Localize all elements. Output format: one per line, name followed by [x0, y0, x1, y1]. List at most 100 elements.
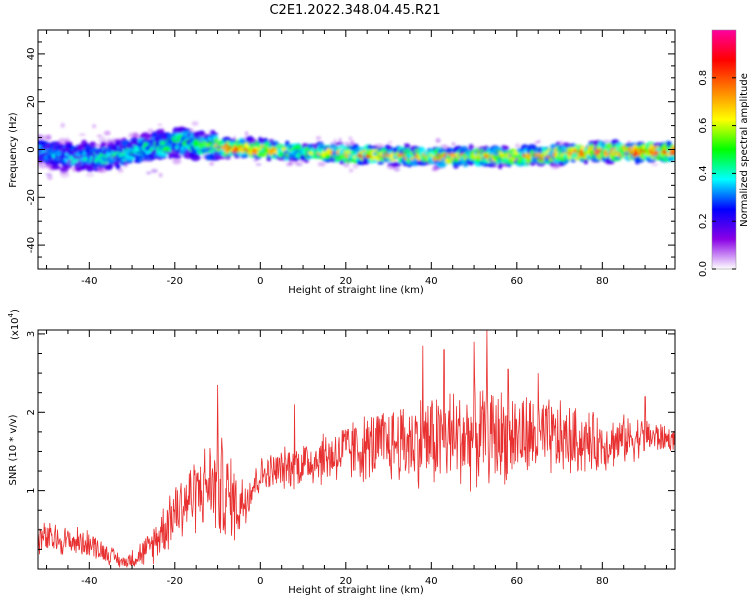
spectral-speckle [338, 138, 342, 142]
spectral-speckle [315, 136, 322, 141]
spectral-blob [221, 137, 231, 141]
spectral-speckle [393, 167, 401, 172]
spectral-speckle [208, 139, 213, 143]
y-tick-label: 0 [26, 146, 37, 152]
x-tick-label: 40 [425, 276, 438, 287]
spectral-speckle [213, 146, 221, 150]
spectral-ridge [38, 121, 675, 180]
spectral-speckle [468, 145, 476, 150]
y-tick-label: 20 [26, 95, 37, 108]
spectral-speckle [245, 131, 249, 136]
spectral-speckle [293, 161, 299, 165]
x-tick-label: 60 [510, 276, 523, 287]
x-tick-label: 60 [510, 576, 523, 587]
spectral-speckle [191, 121, 199, 126]
colorbar-label: Normalized spectral amplitude [739, 73, 750, 227]
spectral-speckle [271, 141, 275, 145]
x-tick-label: 20 [339, 276, 352, 287]
spectral-speckle [475, 151, 482, 154]
spectral-blob [377, 160, 384, 165]
spectral-speckle [451, 142, 456, 147]
snr-y-axis-label: SNR (10 * v/v) [8, 414, 19, 485]
spectral-speckle [302, 145, 307, 148]
spectral-speckle [198, 139, 203, 144]
spectral-blob [115, 164, 121, 170]
spectral-speckle [532, 152, 537, 158]
spectral-blob [514, 143, 521, 149]
snr-frame [37, 329, 676, 570]
spectral-speckle [349, 140, 355, 146]
spectral-speckle [462, 163, 469, 166]
spectral-speckle [147, 128, 154, 133]
colorbar: 0.0 0.2 0.4 0.6 0.8 Normalized spectral ampl… [698, 29, 750, 277]
spectral-blob [46, 134, 52, 141]
spectral-blob [189, 128, 194, 134]
colorbar-ticks: 0.0 0.2 0.4 0.6 0.8 [698, 70, 736, 277]
spectral-speckle [60, 122, 65, 128]
spectral-speckle [534, 141, 540, 144]
spectral-speckle [534, 156, 540, 159]
spectral-speckle [250, 139, 258, 144]
spectral-blob [160, 128, 165, 132]
spectral-speckle [624, 151, 629, 157]
spectral-speckle [539, 147, 543, 153]
spectral-speckle [432, 165, 437, 169]
spectral-speckle [285, 163, 293, 167]
spectral-speckle [146, 171, 152, 175]
spectral-speckle [47, 175, 53, 180]
spectral-speckle [66, 159, 74, 164]
spectrogram-x-axis-label: Height of straight line (km) [288, 285, 424, 296]
spectral-blob [215, 155, 226, 160]
y-tick-label: 1 [26, 487, 37, 493]
x-tick-label: 0 [257, 576, 263, 587]
colorbar-tick-label: 0.2 [698, 213, 709, 229]
spectral-speckle [560, 149, 568, 152]
spectral-speckle [157, 123, 163, 127]
spectral-speckle [382, 151, 390, 156]
spectral-blob [335, 142, 344, 146]
spectral-speckle [330, 156, 337, 162]
spectral-speckle [104, 130, 111, 136]
spectral-blob [85, 172, 95, 177]
spectral-speckle [348, 136, 353, 140]
x-tick-label: -40 [81, 276, 97, 287]
spectral-speckle [209, 162, 215, 166]
x-tick-label: 80 [596, 276, 609, 287]
spectral-speckle [537, 157, 544, 161]
snr-series-line [38, 330, 675, 568]
spectral-speckle [79, 133, 86, 136]
spectral-speckle [50, 166, 57, 169]
x-tick-label: 0 [257, 276, 263, 287]
spectral-blob [669, 152, 675, 156]
spectral-speckle [375, 147, 382, 150]
spectral-speckle [547, 154, 552, 160]
y-tick-label: -20 [26, 189, 37, 205]
spectral-speckle [255, 163, 262, 166]
spectral-speckle [175, 153, 181, 157]
spectral-blob [439, 144, 449, 151]
y-tick-label: -40 [26, 237, 37, 253]
spectral-speckle [358, 153, 362, 159]
chart-title: C2E1.2022.348.04.45.R21 [269, 3, 440, 18]
spectral-blob [502, 146, 510, 151]
spectral-speckle [498, 164, 503, 168]
spectral-blob [492, 163, 497, 168]
spectral-speckle [107, 138, 111, 142]
snr-scale-factor: (x104) [7, 309, 21, 340]
spectral-speckle [117, 168, 124, 173]
spectral-speckle [639, 141, 646, 144]
x-tick-label: -20 [167, 576, 183, 587]
spectral-speckle [310, 146, 318, 150]
spectral-speckle [435, 153, 440, 157]
snr-panel: -40 -20 0 20 40 60 80 1 2 3 Height of straight li… [7, 309, 676, 596]
spectral-speckle [651, 163, 659, 166]
spectral-blob [106, 163, 114, 170]
spectral-blob [60, 171, 70, 178]
colorbar-tick-label: 0.8 [698, 70, 709, 86]
spectral-blob [89, 141, 96, 146]
x-tick-label: -40 [81, 576, 97, 587]
spectral-speckle [401, 151, 407, 155]
spectrogram-ticks: -40 -20 0 20 40 60 80 -40 -20 0 20 40 [26, 29, 675, 287]
colorbar-tick-label: 0.4 [698, 165, 709, 181]
spectral-blob [304, 159, 309, 163]
